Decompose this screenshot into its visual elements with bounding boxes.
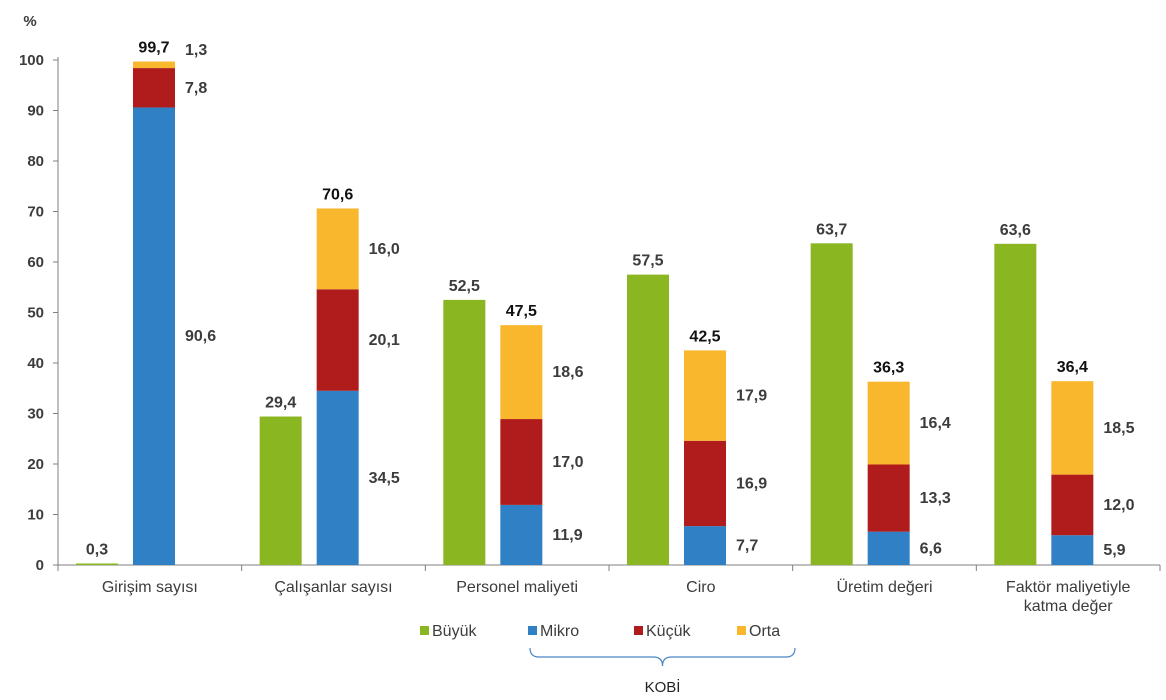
bar-segment-mikro xyxy=(316,390,359,565)
bar-buyuk xyxy=(627,274,669,565)
bar-segment-kucuk xyxy=(867,464,910,532)
bar-buyuk xyxy=(76,563,118,565)
legend-swatch-mikro xyxy=(528,626,537,635)
x-category-label: Faktör maliyetiyle xyxy=(1006,579,1131,596)
data-label-kucuk: 12,0 xyxy=(1103,497,1134,514)
legend-label: Küçük xyxy=(646,623,691,640)
legend-swatch-kucuk xyxy=(634,626,643,635)
x-category-label: katma değer xyxy=(1024,598,1114,615)
bar-segment-orta xyxy=(500,325,543,420)
bar-segment-orta xyxy=(1051,381,1094,475)
legend-label: Orta xyxy=(749,623,780,640)
legend-label: Büyük xyxy=(432,623,477,640)
bar-segment-kucuk xyxy=(316,289,359,391)
bar-segment-orta xyxy=(133,61,175,69)
bar-segment-mikro xyxy=(1051,535,1094,565)
bar-segment-mikro xyxy=(133,107,175,565)
data-label-sme-total: 36,3 xyxy=(873,360,904,377)
axes: 0 10 20 30 40 50 60 70 80 90 100 Girişim sayısı Çalı… xyxy=(19,52,1161,615)
bar-buyuk xyxy=(443,299,486,565)
data-label-orta: 16,0 xyxy=(369,241,400,258)
data-label-sme-total: 36,4 xyxy=(1057,359,1088,376)
y-tick-label: 80 xyxy=(27,153,44,170)
data-label-mikro: 90,6 xyxy=(185,328,216,345)
x-category-label: Üretim değeri xyxy=(836,578,932,596)
y-tick-label: 60 xyxy=(27,254,44,271)
data-label-sme-total: 70,6 xyxy=(322,186,353,203)
data-label-kucuk: 7,8 xyxy=(185,80,207,97)
y-tick-label: 100 xyxy=(19,52,44,69)
data-label-sme-total: 47,5 xyxy=(506,303,537,320)
y-tick-label: 0 xyxy=(36,557,44,574)
data-label-buyuk: 0,3 xyxy=(86,541,108,558)
data-label-mikro: 11,9 xyxy=(552,527,582,544)
y-tick-label: 30 xyxy=(27,406,44,423)
bar-segment-mikro xyxy=(867,531,910,565)
data-label-buyuk: 63,6 xyxy=(1000,222,1031,239)
y-tick-label: 40 xyxy=(27,355,44,372)
x-category-label: Girişim sayısı xyxy=(102,579,198,596)
legend-swatch-orta xyxy=(737,626,746,635)
kobi-label: KOBİ xyxy=(645,678,681,696)
bar-segment-kucuk xyxy=(500,419,543,505)
x-category-label: Personel maliyeti xyxy=(456,579,578,596)
y-tick-label: 50 xyxy=(27,305,44,322)
data-label-sme-total: 42,5 xyxy=(689,328,720,345)
bar-segment-mikro xyxy=(500,504,543,565)
y-tick-label: 90 xyxy=(27,103,44,120)
bar-buyuk xyxy=(259,416,302,565)
data-label-buyuk: 52,5 xyxy=(449,278,480,295)
legend: Büyük Mikro Küçük Orta KOBİ xyxy=(420,623,796,696)
data-labels: 0,3 90,6 7,8 1,3 99,7 29,4 34,5 20,1 16,0 70,6 52,… xyxy=(86,40,1135,560)
bar-buyuk xyxy=(994,243,1037,565)
data-label-buyuk: 57,5 xyxy=(632,253,663,270)
data-label-orta: 18,6 xyxy=(552,364,583,381)
bar-segment-kucuk xyxy=(684,440,726,527)
data-label-mikro: 6,6 xyxy=(920,540,942,557)
data-label-kucuk: 16,9 xyxy=(736,475,767,492)
y-tick-label: 20 xyxy=(27,456,44,473)
data-label-mikro: 7,7 xyxy=(736,538,758,555)
legend-swatch-buyuk xyxy=(420,626,429,635)
bar-segment-kucuk xyxy=(1051,474,1094,536)
y-axis-unit: % xyxy=(23,13,36,30)
bars xyxy=(76,61,1094,565)
bar-buyuk xyxy=(810,243,853,565)
data-label-mikro: 34,5 xyxy=(369,470,400,487)
x-category-label: Ciro xyxy=(686,579,715,596)
data-label-orta: 16,4 xyxy=(920,415,951,432)
data-label-buyuk: 29,4 xyxy=(265,395,296,412)
y-tick-label: 70 xyxy=(27,204,44,221)
data-label-sme-total: 99,7 xyxy=(138,40,169,57)
x-category-label: Çalışanlar sayısı xyxy=(274,579,392,596)
data-label-orta: 17,9 xyxy=(736,388,767,405)
bar-segment-mikro xyxy=(684,526,726,565)
data-label-kucuk: 17,0 xyxy=(552,454,583,471)
data-label-orta: 1,3 xyxy=(185,42,207,59)
bar-segment-orta xyxy=(684,350,726,441)
kobi-brace xyxy=(529,647,796,667)
bar-segment-orta xyxy=(867,381,910,465)
data-label-orta: 18,5 xyxy=(1103,420,1134,437)
y-tick-label: 10 xyxy=(27,507,44,524)
data-label-buyuk: 63,7 xyxy=(816,221,847,238)
data-label-kucuk: 20,1 xyxy=(369,332,400,349)
bar-segment-kucuk xyxy=(133,68,175,108)
data-label-mikro: 5,9 xyxy=(1103,542,1125,559)
legend-label: Mikro xyxy=(540,623,579,640)
bar-segment-orta xyxy=(316,208,359,290)
data-label-kucuk: 13,3 xyxy=(920,490,951,507)
